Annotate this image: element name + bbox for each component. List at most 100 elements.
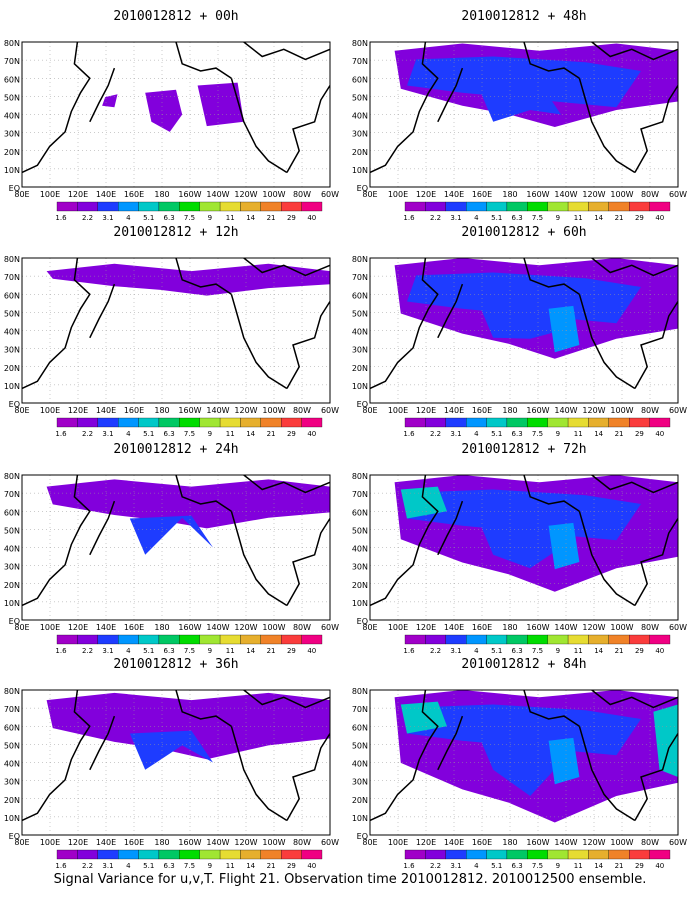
colorbar-swatch: [260, 634, 282, 645]
lon-label: 180: [154, 838, 169, 847]
coastline: [230, 726, 288, 822]
colorbar-swatch: [608, 634, 630, 645]
colorbar-swatch: [77, 201, 98, 212]
coastline: [175, 258, 232, 295]
colorbar-swatch: [97, 417, 119, 428]
colorbar-tick: 1.6: [403, 862, 415, 870]
colorbar-swatch: [567, 634, 589, 645]
map-area: [22, 690, 330, 835]
colorbar-swatch: [466, 634, 487, 645]
colorbar-tick: 40: [307, 214, 316, 222]
lat-label: 20N: [4, 796, 20, 805]
colorbar-tick: 1.6: [55, 214, 67, 222]
lat-label: 80N: [352, 472, 368, 481]
colorbar-swatch: [179, 417, 200, 428]
colorbar-tick: 21: [267, 430, 276, 438]
coastline: [370, 475, 439, 607]
colorbar-swatch: [118, 849, 139, 860]
coastline: [89, 500, 116, 556]
lon-label: 80W: [641, 190, 659, 199]
lon-label: 160E: [124, 190, 144, 199]
lon-label: 100E: [388, 190, 408, 199]
coastline: [634, 301, 678, 389]
map-frame: [21, 257, 331, 404]
colorbar-tick: 14: [594, 214, 603, 222]
colorbar-tick: 14: [594, 862, 603, 870]
colorbar-swatch: [506, 849, 528, 860]
lon-label: 120W: [234, 190, 257, 199]
colorbar-tick: 5.1: [491, 862, 502, 870]
colorbar-swatch: [301, 634, 323, 645]
map-panel-p24: 2010012812 + 24h 80N 70N 60N 50N 40N 30N 20N 10N…: [4, 442, 339, 655]
lon-label: 140W: [206, 190, 229, 199]
colorbar-tick: 40: [655, 430, 664, 438]
lat-label: 30N: [352, 346, 368, 355]
lat-label: 10N: [4, 599, 20, 608]
lat-label: 20N: [352, 148, 368, 157]
lat-label: 10N: [4, 814, 20, 823]
colorbar-tick: 7.5: [184, 647, 195, 655]
map-area: [370, 475, 678, 620]
colorbar-tick: 21: [267, 647, 276, 655]
lon-label: 120W: [234, 406, 257, 415]
colorbar-swatch: [281, 849, 302, 860]
figure-caption: Signal Variance for u,v,T. Flight 21. Ob…: [53, 872, 647, 887]
colorbar-swatch: [608, 201, 630, 212]
lon-label: 120E: [68, 623, 88, 632]
lat-label: 20N: [4, 148, 20, 157]
colorbar-swatch: [547, 849, 569, 860]
colorbar-tick: 6.3: [512, 430, 523, 438]
lat-label: 10N: [4, 166, 20, 175]
colorbar-swatch: [588, 417, 609, 428]
lon-label: 120W: [582, 406, 605, 415]
lat-label: 80N: [4, 687, 20, 696]
coastline: [591, 42, 678, 61]
lon-label: 100W: [262, 838, 285, 847]
lon-label: 160W: [178, 838, 201, 847]
colorbar-tick: 11: [574, 647, 583, 655]
lat-label: EQ: [357, 184, 368, 193]
colorbar-swatch: [527, 849, 548, 860]
lon-label: 160W: [526, 838, 549, 847]
colorbar-tick: 7.5: [184, 430, 195, 438]
colorbar-swatch: [158, 634, 180, 645]
lat-label: 50N: [4, 741, 20, 750]
lon-label: 100E: [388, 623, 408, 632]
lat-label: 60N: [352, 723, 368, 732]
lat-label: 80N: [4, 39, 20, 48]
lat-label: 80N: [352, 39, 368, 48]
lat-label: EQ: [9, 617, 20, 626]
lat-label: 60N: [352, 75, 368, 84]
coastline: [22, 690, 91, 822]
coastline: [243, 690, 330, 709]
variance-region: [407, 489, 641, 541]
colorbar-tick: 1.6: [403, 214, 415, 222]
panel-title: 2010012812 + 72h: [461, 442, 586, 457]
colorbar-swatch: [506, 417, 528, 428]
variance-region: [653, 704, 678, 777]
lon-label: 180: [154, 406, 169, 415]
coastline: [175, 475, 232, 512]
lon-label: 120E: [68, 406, 88, 415]
lon-label: 180: [502, 623, 517, 632]
coastline: [523, 42, 580, 79]
colorbar-tick: 6.3: [164, 214, 175, 222]
colorbar-swatch: [260, 201, 282, 212]
lon-label: 140W: [554, 406, 577, 415]
colorbar-tick: 29: [635, 862, 644, 870]
colorbar-tick: 21: [615, 430, 624, 438]
colorbar-tick: 4: [126, 647, 131, 655]
lat-label: EQ: [357, 400, 368, 409]
coastline: [230, 511, 288, 607]
coastline: [578, 511, 636, 607]
map-frame: [21, 474, 331, 621]
colorbar-swatch: [179, 201, 200, 212]
lat-label: 70N: [4, 57, 20, 66]
lat-label: 40N: [4, 545, 20, 554]
colorbar-swatch: [425, 849, 446, 860]
variance-region: [407, 272, 641, 324]
colorbar-tick: 11: [226, 647, 235, 655]
colorbar-swatch: [466, 417, 487, 428]
colorbar-swatch: [199, 201, 221, 212]
lon-label: 160E: [124, 406, 144, 415]
